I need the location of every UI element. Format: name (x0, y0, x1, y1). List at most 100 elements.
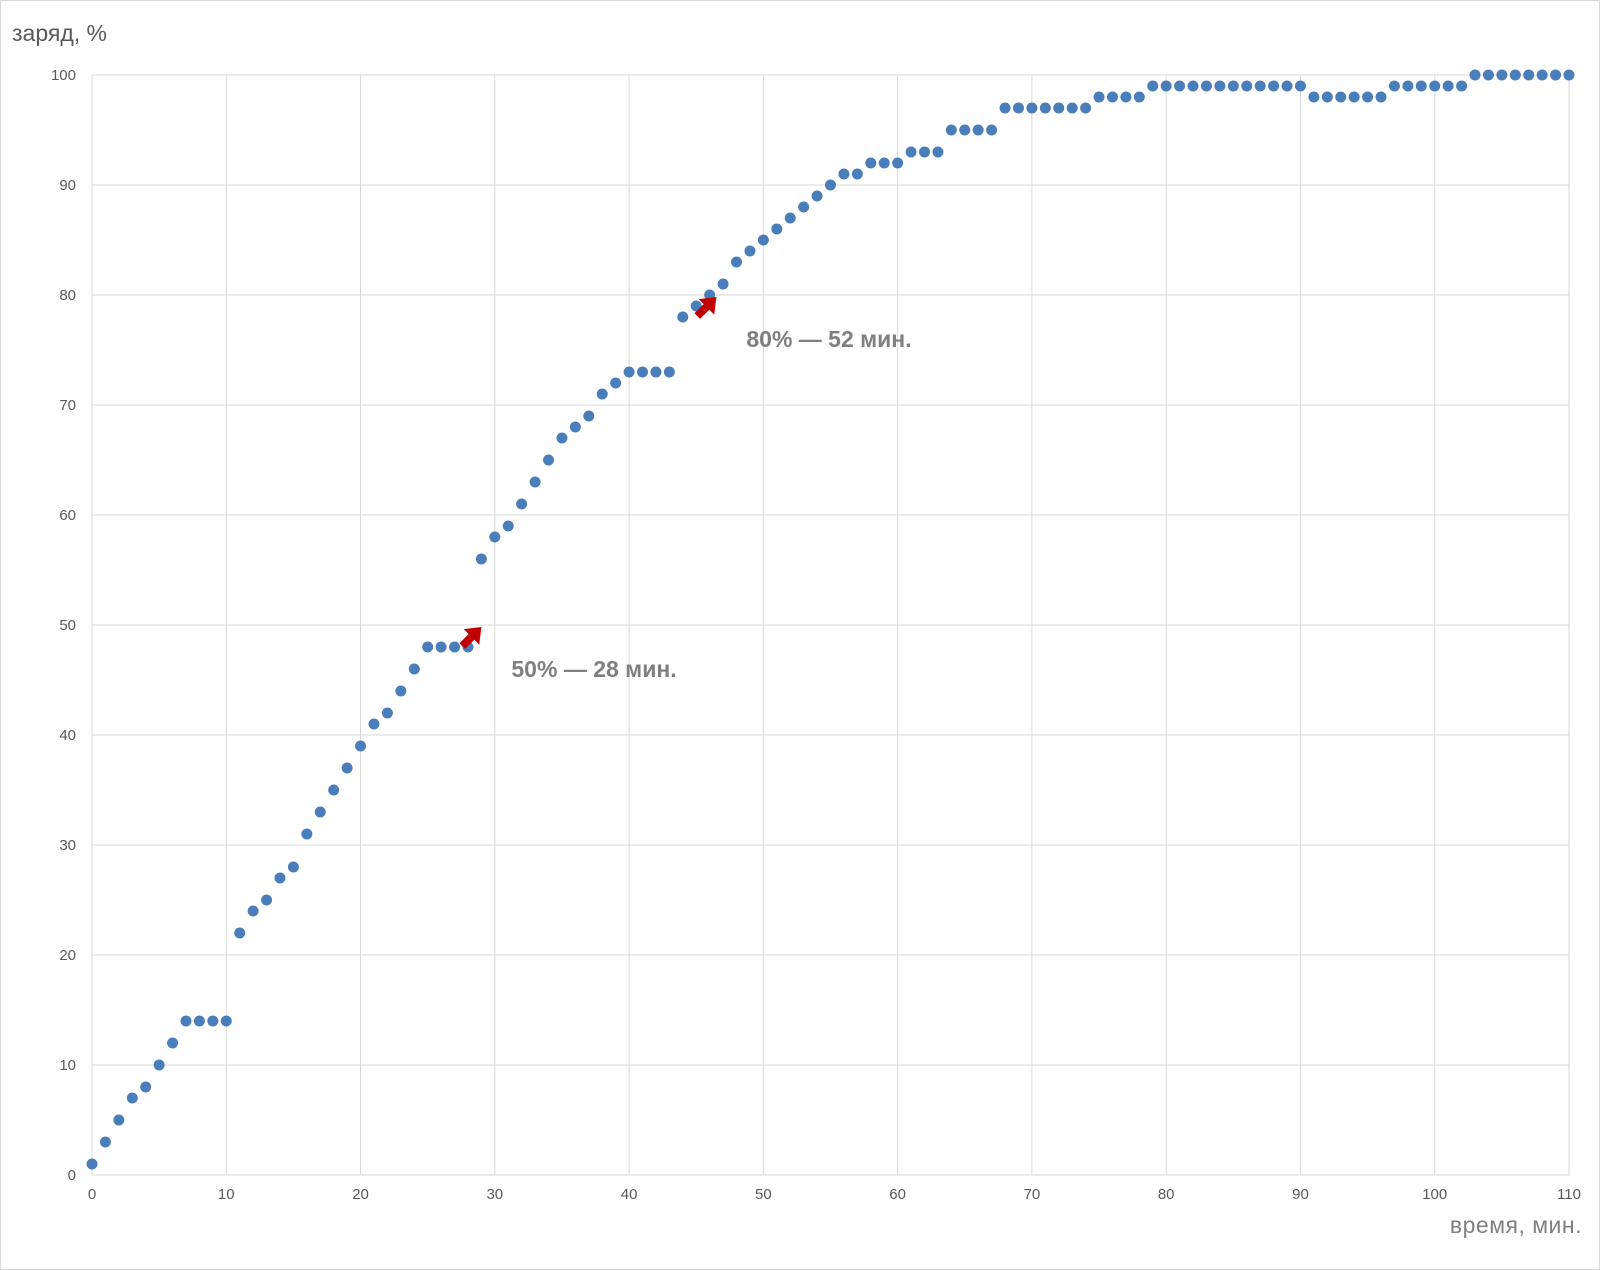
x-tick-label-90: 90 (1292, 1186, 1309, 1203)
y-tick-label-80: 80 (59, 287, 76, 304)
data-point (623, 366, 635, 378)
data-point (569, 421, 581, 433)
data-point (234, 927, 246, 939)
data-point (1496, 69, 1508, 81)
x-tick-label-20: 20 (352, 1186, 369, 1203)
data-point (1362, 91, 1374, 103)
data-point (153, 1059, 165, 1071)
data-point (207, 1015, 219, 1027)
data-point (650, 366, 662, 378)
data-point (1026, 102, 1038, 114)
x-tick-label-60: 60 (889, 1186, 906, 1203)
data-point (1348, 91, 1360, 103)
x-tick-label-40: 40 (621, 1186, 638, 1203)
grid-lines (91, 74, 1570, 1176)
data-point (771, 223, 783, 235)
data-point (757, 234, 769, 246)
data-point (355, 740, 367, 752)
data-point (744, 245, 756, 257)
data-point (637, 366, 649, 378)
annotations: 50% — 28 мин. 80% — 52 мин. (459, 297, 912, 682)
x-tick-label-70: 70 (1024, 1186, 1041, 1203)
y-tick-labels: 0 10 20 30 40 50 60 70 80 90 100 (51, 67, 76, 1184)
data-point (1241, 80, 1253, 92)
data-point (193, 1015, 205, 1027)
data-point (825, 179, 836, 191)
y-tick-label-60: 60 (59, 507, 76, 524)
y-tick-label-70: 70 (59, 397, 76, 414)
data-point (475, 553, 487, 565)
y-tick-label-40: 40 (59, 727, 76, 744)
y-axis-label: заряд, % (12, 20, 107, 46)
data-point (247, 905, 259, 917)
data-point (1550, 69, 1562, 81)
data-point (1294, 80, 1306, 92)
data-point (516, 498, 528, 510)
data-point (1120, 91, 1132, 103)
y-tick-label-20: 20 (59, 947, 76, 964)
data-point (99, 1136, 111, 1148)
data-point (314, 806, 326, 818)
data-point (972, 124, 984, 136)
data-point (341, 762, 353, 774)
data-point (328, 784, 340, 796)
data-point (932, 146, 944, 158)
x-tick-label-0: 0 (88, 1186, 96, 1203)
data-point (1080, 102, 1092, 114)
data-point (731, 256, 743, 268)
x-axis-label: время, мин. (1449, 1212, 1582, 1238)
data-point (1254, 80, 1266, 92)
y-tick-label-100: 100 (51, 67, 76, 84)
data-point (1268, 80, 1280, 92)
data-point (167, 1037, 179, 1049)
x-tick-labels: 0 10 20 30 40 50 60 70 80 90 100 110 (88, 1186, 1581, 1203)
data-point (892, 157, 904, 169)
data-point (1402, 80, 1414, 92)
data-point (1429, 80, 1441, 92)
data-point (945, 124, 957, 136)
data-point (959, 124, 971, 136)
data-point (126, 1092, 138, 1104)
data-point (287, 861, 299, 873)
data-point (865, 157, 877, 169)
data-point (422, 641, 434, 653)
y-tick-label-90: 90 (59, 177, 76, 194)
data-points (86, 69, 1575, 1170)
x-tick-label-80: 80 (1158, 1186, 1175, 1203)
data-point (878, 157, 890, 169)
data-point (596, 388, 608, 400)
data-point (140, 1081, 152, 1093)
data-point (1066, 102, 1078, 114)
data-point (489, 531, 501, 543)
data-point (408, 663, 420, 675)
data-point (86, 1158, 98, 1170)
data-point (274, 872, 286, 884)
data-point (851, 168, 863, 180)
x-tick-label-50: 50 (755, 1186, 772, 1203)
data-point (113, 1114, 125, 1126)
data-point (1227, 80, 1239, 92)
data-point (798, 201, 810, 213)
data-point (1214, 80, 1226, 92)
data-point (717, 278, 729, 290)
data-point (435, 641, 447, 653)
x-tick-label-30: 30 (486, 1186, 503, 1203)
data-point (1482, 69, 1494, 81)
data-point (1321, 91, 1333, 103)
data-point (180, 1015, 192, 1027)
arrow-icon (459, 627, 482, 649)
data-point (1456, 80, 1468, 92)
data-point (449, 641, 461, 653)
x-tick-label-100: 100 (1422, 1186, 1447, 1203)
data-point (677, 311, 689, 323)
data-point (1469, 69, 1481, 81)
data-point (999, 102, 1011, 114)
data-point (918, 146, 930, 158)
data-point (1012, 102, 1024, 114)
annotation-label: 80% — 52 мин. (746, 326, 911, 352)
data-point (1388, 80, 1400, 92)
data-point (1509, 69, 1521, 81)
annotation-label: 50% — 28 мин. (511, 656, 676, 682)
data-point (1563, 69, 1575, 81)
